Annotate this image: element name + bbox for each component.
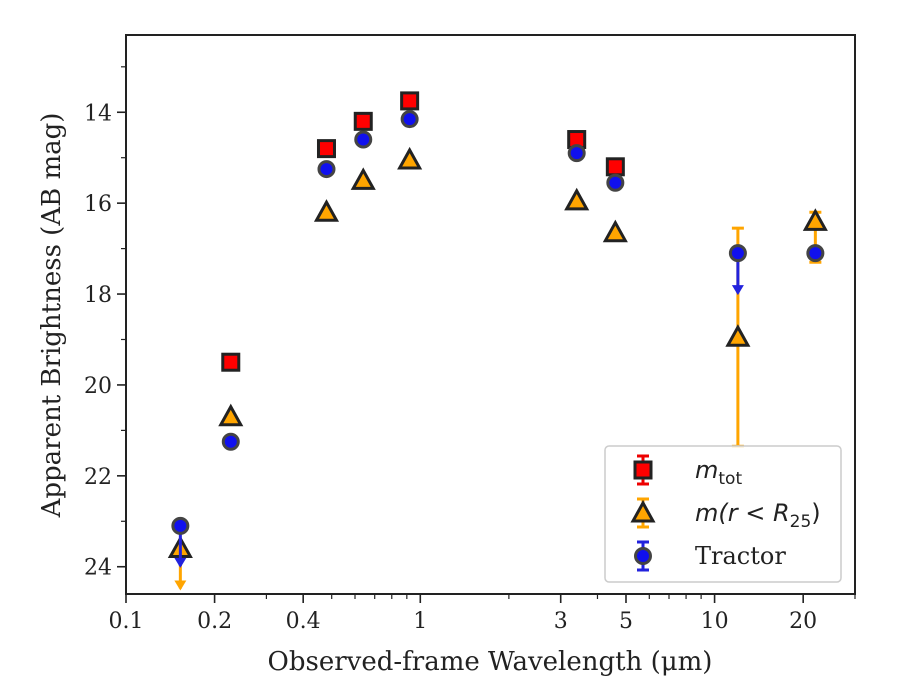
triangle-marker	[313, 199, 340, 222]
plot-frame	[125, 34, 856, 595]
x-tick-label: 0.4	[286, 609, 321, 634]
triangle-marker	[725, 324, 751, 347]
series-circle	[171, 110, 825, 568]
plot-layer	[167, 91, 828, 591]
triangle-marker	[630, 499, 656, 523]
x-tick-label: 0.1	[109, 609, 144, 634]
x-tick-label: 0.2	[197, 609, 232, 634]
data-point	[400, 110, 419, 129]
y-tick-label: 20	[84, 374, 112, 399]
data-point	[316, 139, 336, 159]
legend-subscript: tot	[718, 469, 742, 489]
triangle-marker	[802, 208, 828, 231]
data-point	[171, 516, 190, 568]
x-axis-label: Observed-frame Wavelength (μm)	[268, 647, 713, 677]
x-tick-label: 5	[619, 609, 633, 634]
legend-suffix: )	[811, 499, 820, 527]
circle-marker	[171, 516, 190, 535]
data-point	[221, 352, 241, 372]
data-point	[564, 187, 590, 211]
circle-marker	[317, 160, 336, 179]
data-point	[605, 157, 625, 177]
x-tick-label: 20	[789, 609, 817, 634]
data-point	[317, 160, 336, 179]
limit-arrow-head	[174, 557, 187, 568]
series-triangle	[167, 146, 828, 591]
triangle-marker	[350, 167, 376, 190]
circle-marker	[634, 547, 652, 565]
y-tick-label: 16	[84, 192, 112, 217]
data-point	[221, 432, 240, 451]
axes-layer: 0.1 0.2 0.4 1 3 5 10 20 14 16 18 20 22 24	[84, 34, 856, 634]
x-tick-label: 10	[701, 609, 729, 634]
square-marker	[400, 91, 420, 111]
triangle-marker	[602, 219, 628, 243]
series-square	[221, 91, 625, 372]
data-point	[313, 199, 340, 222]
x-tick-label: 1	[413, 609, 427, 634]
triangle-marker	[564, 187, 590, 211]
data-point	[350, 167, 376, 190]
square-marker	[633, 460, 653, 480]
limit-arrow-head	[731, 285, 744, 296]
circle-marker	[806, 244, 825, 263]
data-point	[602, 219, 628, 243]
circle-marker	[567, 144, 586, 163]
y-tick-label: 24	[84, 556, 112, 581]
y-axis-label: Apparent Brightness (AB mag)	[37, 113, 67, 519]
x-tick-label: 3	[554, 609, 568, 634]
circle-marker	[354, 130, 373, 149]
triangle-marker	[397, 146, 423, 170]
legend-label: Tractor	[695, 542, 786, 570]
data-point	[353, 111, 373, 131]
square-marker	[353, 111, 373, 131]
y-tick-label: 22	[84, 465, 112, 490]
limit-arrow-head	[174, 580, 187, 591]
circle-marker	[606, 173, 625, 192]
data-point	[400, 91, 420, 111]
y-tick-label: 14	[84, 101, 112, 126]
legend-subscript: 25	[790, 512, 812, 532]
square-marker	[221, 352, 241, 372]
square-marker	[605, 157, 625, 177]
data-point	[354, 130, 373, 149]
circle-marker	[728, 244, 747, 263]
square-marker	[316, 139, 336, 159]
data-point	[806, 244, 825, 263]
data-point	[218, 403, 244, 427]
data-point	[397, 146, 423, 170]
y-tick-label: 18	[84, 283, 112, 308]
data-point	[567, 144, 586, 163]
triangle-marker	[218, 403, 244, 427]
circle-marker	[221, 432, 240, 451]
circle-marker	[400, 110, 419, 129]
legend-box	[604, 445, 842, 583]
data-point	[728, 244, 747, 296]
legend-entry: Tractor	[634, 540, 786, 572]
data-point	[606, 173, 625, 192]
